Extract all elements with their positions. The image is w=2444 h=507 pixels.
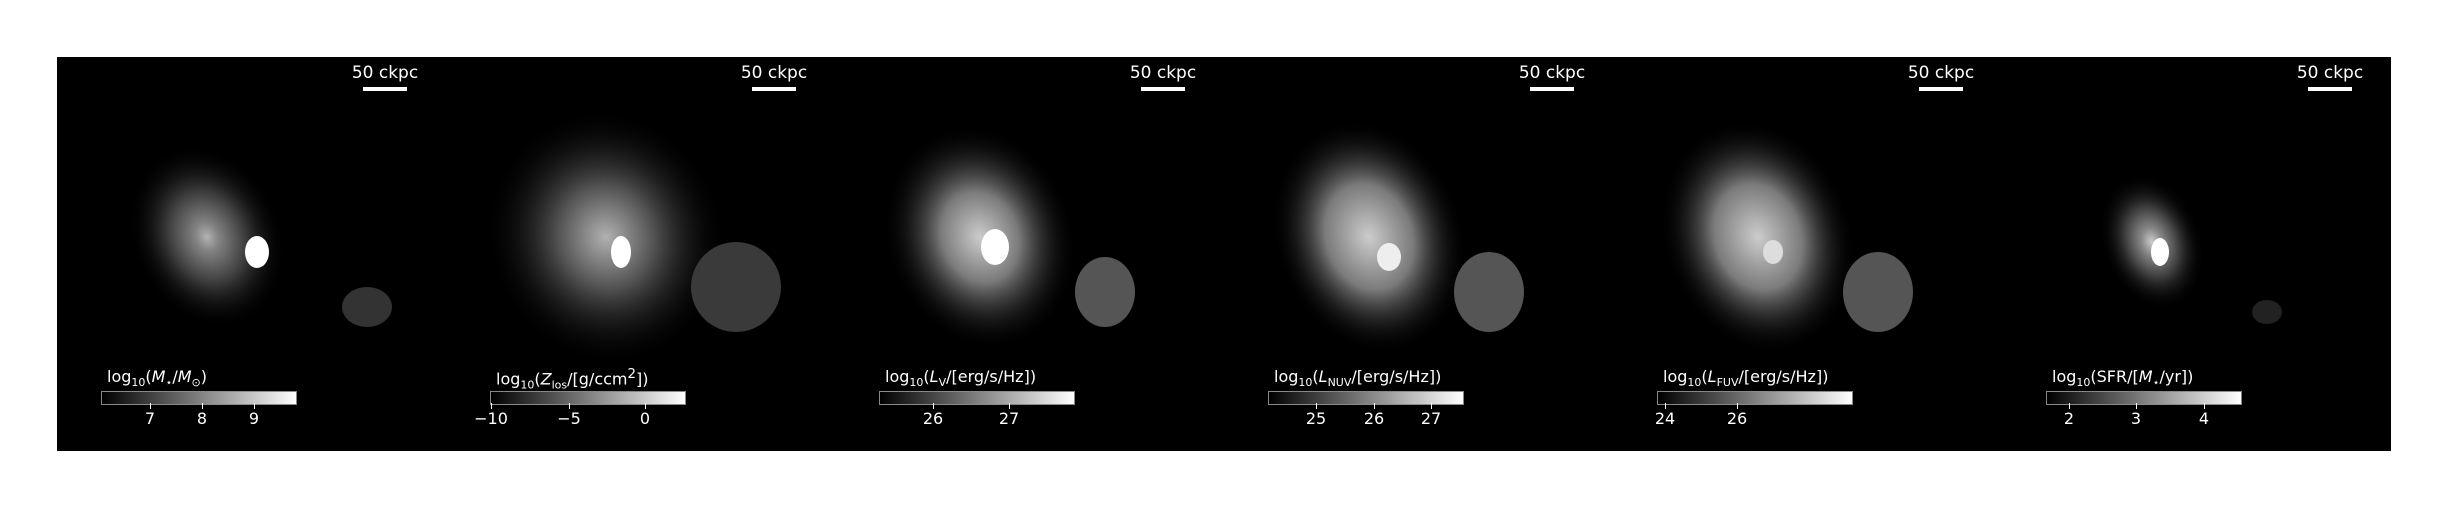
scale-label: 50 ckpc — [2296, 63, 2364, 83]
scale-bar — [363, 87, 407, 91]
colorbar-tick — [1316, 403, 1317, 409]
colorbar-tick — [2069, 403, 2070, 409]
panel-fuv-luminosity: 50 ckpc log10(LFUV/[erg/s/Hz]) 24 26 — [1613, 57, 2001, 451]
colorbar-tick-label: 0 — [639, 409, 651, 428]
colorbar-title: log10(Zlos/[g/ccm2]) — [496, 367, 649, 392]
scale-label: 50 ckpc — [351, 63, 419, 83]
colorbar-tick — [254, 403, 255, 409]
colorbar-tick-label: 25 — [1305, 409, 1327, 428]
panel-sfr: 50 ckpc log10(SFR/[M⋆/yr]) 2 3 4 — [2002, 57, 2390, 451]
colorbar-tick — [2136, 403, 2137, 409]
colorbar-tick — [933, 403, 934, 409]
colorbar-tick-label: 27 — [998, 409, 1020, 428]
colorbar-title: log10(LNUV/[erg/s/Hz]) — [1274, 367, 1442, 390]
colorbar-title: log10(LV/[erg/s/Hz]) — [885, 367, 1037, 390]
scale-label: 50 ckpc — [1518, 63, 1586, 83]
colorbar-tick-label: −5 — [557, 409, 581, 428]
colorbar — [2046, 391, 2242, 405]
colorbar-tick-label: 24 — [1654, 409, 1676, 428]
colorbar-tick — [2204, 403, 2205, 409]
metallicity-map — [484, 108, 781, 366]
colorbar-title: log10(M⋆/M⊙) — [107, 367, 208, 390]
colorbar — [1657, 391, 1853, 405]
scale-bar — [752, 87, 796, 91]
colorbar-tick — [491, 403, 492, 409]
colorbar-tick-label: −10 — [474, 409, 508, 428]
colorbar-tick-label: 7 — [144, 409, 156, 428]
image-strip: 50 ckpc log10(M⋆/M⊙) 7 8 9 50 ckpc log10… — [57, 57, 2391, 451]
v-luminosity-map — [882, 124, 1135, 350]
colorbar-tick-label: 26 — [922, 409, 944, 428]
scale-bar — [1141, 87, 1185, 91]
colorbar-tick-label: 4 — [2198, 409, 2210, 428]
colorbar — [490, 391, 686, 405]
sfr-map — [2099, 174, 2282, 324]
nuv-luminosity-map — [1270, 119, 1524, 355]
colorbar-tick-label: 27 — [1420, 409, 1442, 428]
colorbar-tick — [1009, 403, 1010, 409]
colorbar-tick-label: 3 — [2130, 409, 2142, 428]
stellar-mass-map — [128, 145, 392, 329]
colorbar-title: log10(SFR/[M⋆/yr]) — [2052, 367, 2194, 390]
colorbar — [1268, 391, 1464, 405]
colorbar-tick-label: 26 — [1363, 409, 1385, 428]
colorbar-tick — [150, 403, 151, 409]
colorbar-tick — [1431, 403, 1432, 409]
scale-bar — [2308, 87, 2352, 91]
colorbar-tick-label: 26 — [1726, 409, 1748, 428]
colorbar — [879, 391, 1075, 405]
colorbar-tick-label: 8 — [196, 409, 208, 428]
scale-label: 50 ckpc — [740, 63, 808, 83]
colorbar — [101, 391, 297, 405]
scale-bar — [1919, 87, 1963, 91]
fuv-luminosity-map — [1659, 119, 1913, 355]
panel-v-luminosity: 50 ckpc log10(LV/[erg/s/Hz]) 26 27 — [835, 57, 1223, 451]
colorbar-tick-label: 2 — [2063, 409, 2075, 428]
colorbar-title: log10(LFUV/[erg/s/Hz]) — [1663, 367, 1829, 390]
colorbar-tick — [1665, 403, 1666, 409]
scale-label: 50 ckpc — [1129, 63, 1197, 83]
colorbar-tick — [569, 403, 570, 409]
scale-bar — [1530, 87, 1574, 91]
colorbar-tick — [1374, 403, 1375, 409]
scale-label: 50 ckpc — [1907, 63, 1975, 83]
colorbar-tick — [202, 403, 203, 409]
panel-stellar-mass: 50 ckpc log10(M⋆/M⊙) 7 8 9 — [57, 57, 445, 451]
panel-nuv-luminosity: 50 ckpc log10(LNUV/[erg/s/Hz]) 25 26 27 — [1224, 57, 1612, 451]
colorbar-tick — [1737, 403, 1738, 409]
panel-metallicity: 50 ckpc log10(Zlos/[g/ccm2]) −10 −5 0 — [446, 57, 834, 451]
colorbar-tick-label: 9 — [248, 409, 260, 428]
colorbar-tick — [645, 403, 646, 409]
